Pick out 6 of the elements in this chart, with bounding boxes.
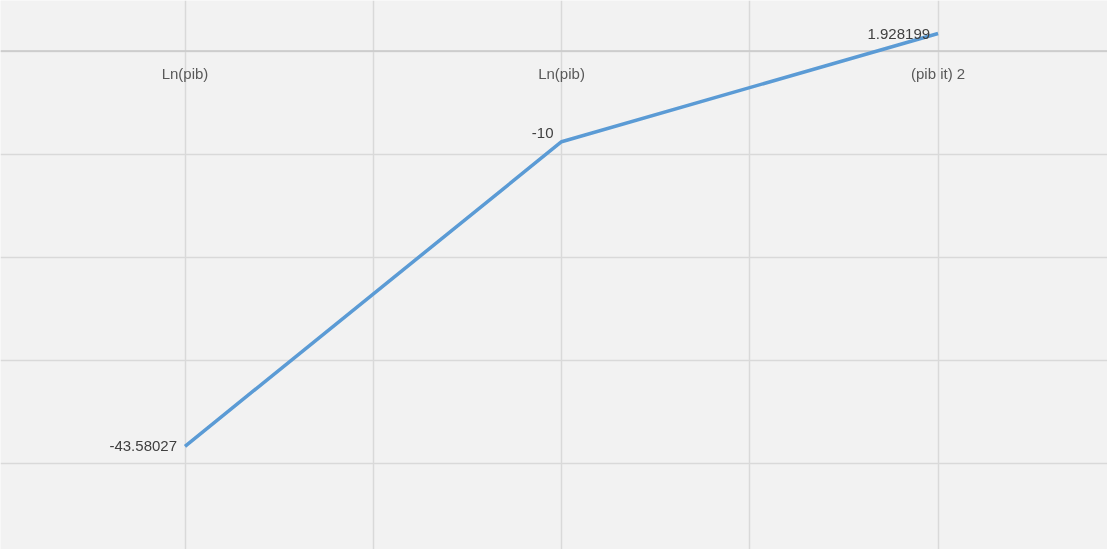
data-label: -43.58027 (109, 437, 177, 455)
x-tick-label: Ln(pib) (161, 64, 209, 82)
x-tick-label: (pib it) 2 (910, 64, 966, 82)
data-label: 1.928199 (867, 24, 931, 42)
data-label: -10 (531, 123, 554, 141)
x-tick-label: Ln(pib) (538, 64, 585, 82)
